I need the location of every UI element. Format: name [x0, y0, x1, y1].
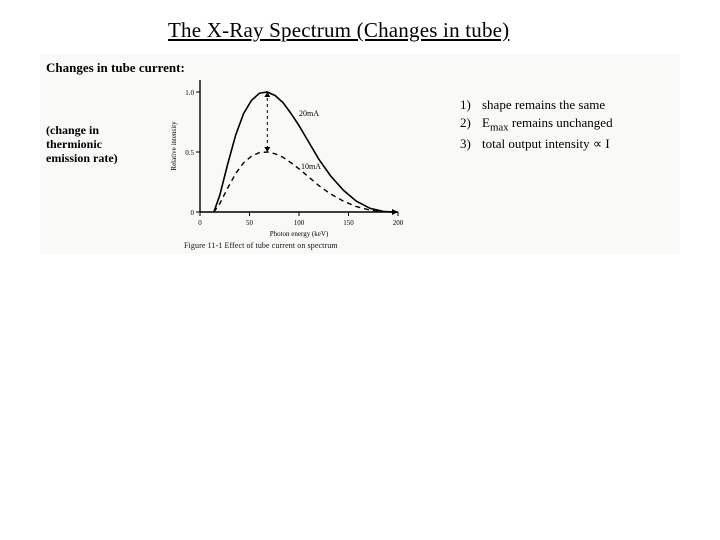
spectrum-chart: 0 50 100 150 200 0 0.5 1.0 Photon energy (keV) Re…	[166, 72, 406, 242]
side-label-line: (change in	[46, 123, 99, 137]
figure-side-label: (change in thermionic emission rate)	[46, 124, 142, 165]
figure-top-label: Changes in tube current:	[46, 60, 185, 76]
bullet-text: shape remains the same	[482, 96, 605, 114]
page-title: The X-Ray Spectrum (Changes in tube)	[168, 18, 509, 43]
svg-text:10mA: 10mA	[301, 162, 321, 171]
bullet-text-part: E	[482, 115, 490, 130]
svg-text:0.5: 0.5	[185, 149, 194, 157]
bullet-number: 3)	[460, 135, 482, 153]
bullet-number: 2)	[460, 114, 482, 135]
side-label-line: emission rate)	[46, 151, 118, 165]
svg-text:1.0: 1.0	[185, 89, 194, 97]
bullet-text: Emax remains unchanged	[482, 114, 613, 135]
bullet-item: 3) total output intensity ∝ I	[460, 135, 670, 153]
bullet-text: total output intensity ∝ I	[482, 135, 610, 153]
bullet-text-sub: max	[490, 121, 509, 133]
side-label-line: thermionic	[46, 137, 102, 151]
svg-text:Relative intensity: Relative intensity	[170, 121, 178, 171]
svg-text:Photon energy (keV): Photon energy (keV)	[270, 230, 329, 238]
figure-panel: Changes in tube current: (change in ther…	[40, 54, 680, 254]
svg-text:50: 50	[246, 219, 254, 227]
svg-text:0: 0	[198, 219, 202, 227]
svg-text:100: 100	[294, 219, 305, 227]
figure-caption: Figure 11-1 Effect of tube current on sp…	[184, 241, 338, 250]
svg-text:20mA: 20mA	[299, 109, 319, 118]
svg-text:150: 150	[343, 219, 354, 227]
svg-text:0: 0	[191, 209, 195, 217]
bullet-item: 1) shape remains the same	[460, 96, 670, 114]
bullet-text-part: remains unchanged	[509, 115, 613, 130]
bullet-list: 1) shape remains the same 2) Emax remain…	[460, 96, 670, 152]
bullet-number: 1)	[460, 96, 482, 114]
bullet-item: 2) Emax remains unchanged	[460, 114, 670, 135]
svg-text:200: 200	[393, 219, 404, 227]
